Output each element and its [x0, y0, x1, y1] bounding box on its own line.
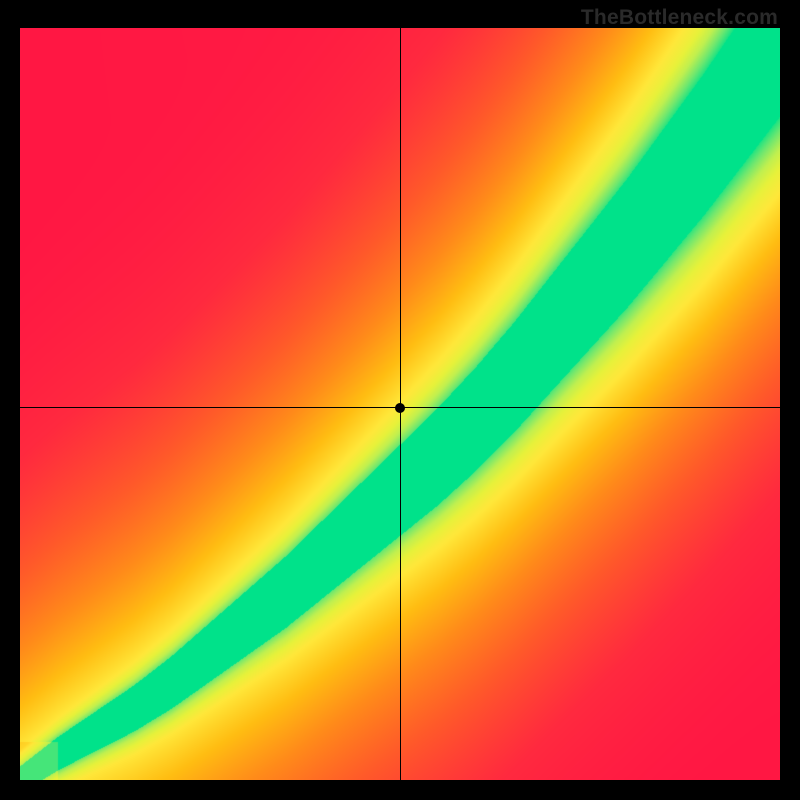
figure-container: TheBottleneck.com: [0, 0, 800, 800]
plot-area: [20, 28, 780, 780]
watermark-text: TheBottleneck.com: [581, 6, 778, 30]
heatmap-canvas: [20, 28, 780, 780]
